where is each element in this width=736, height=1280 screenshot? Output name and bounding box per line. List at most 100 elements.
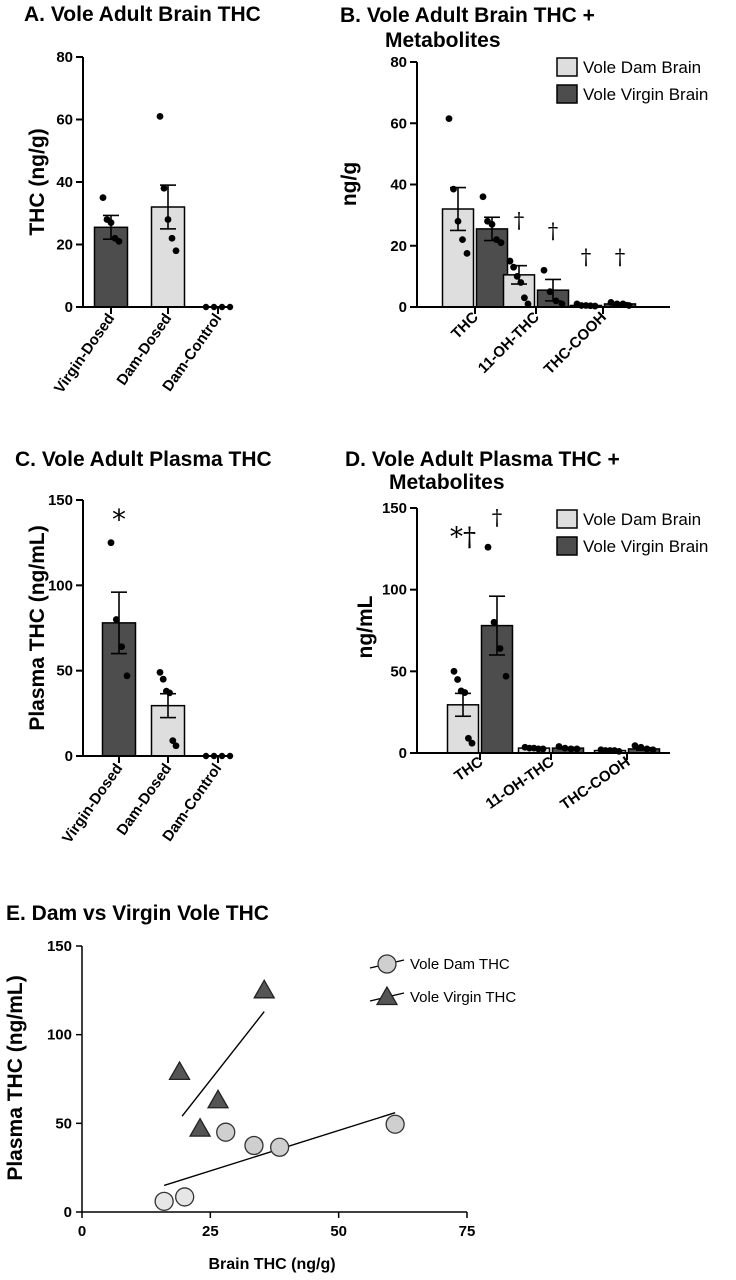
data-point xyxy=(540,266,548,274)
y-axis-label: ng/mL xyxy=(354,595,377,658)
data-point xyxy=(552,297,560,305)
legend-label: Vole Virgin THC xyxy=(410,989,516,1006)
data-point xyxy=(463,250,471,257)
data-point xyxy=(216,1122,236,1142)
panel-E: E. Dam vs Virgin Vole THC Plasma THC (ng/… xyxy=(4,902,516,1273)
y-tick-label: 100 xyxy=(47,1027,72,1044)
y-tick-label: 50 xyxy=(390,663,407,680)
y-axis-label: THC (ng/g) xyxy=(26,128,49,235)
significance-marker: *† xyxy=(450,523,476,553)
data-point xyxy=(445,115,453,123)
data-point xyxy=(539,745,547,753)
data-point xyxy=(244,1135,264,1156)
significance-marker: † xyxy=(581,245,592,269)
data-point xyxy=(454,217,462,225)
legend: Vole Dam Brain Vole Virgin Brain xyxy=(556,509,708,556)
panel-title: C. Vole Adult Plasma THC xyxy=(15,448,272,471)
data-point xyxy=(172,742,180,750)
legend-label: Vole Virgin Brain xyxy=(583,537,708,556)
legend-label: Vole Dam Brain xyxy=(583,58,701,77)
y-axis-label: Plasma THC (ng/mL) xyxy=(26,525,49,730)
data-point xyxy=(468,739,476,747)
data-point xyxy=(168,234,176,242)
data-point xyxy=(631,742,639,750)
data-point xyxy=(253,979,276,999)
y-tick-label: 100 xyxy=(382,582,407,599)
legend-marker xyxy=(377,954,397,974)
x-tick-label: 11-OH-THC xyxy=(483,753,558,812)
x-tick-label: 25 xyxy=(202,1223,219,1240)
panel-title: A. Vole Adult Brain THC xyxy=(24,3,261,26)
data-point xyxy=(107,219,115,227)
legend-label: Vole Virgin Brain xyxy=(583,85,708,104)
data-point xyxy=(567,745,575,753)
panel-title-line: Metabolites xyxy=(385,29,501,52)
data-point xyxy=(555,743,563,750)
x-axis-label: Brain THC (ng/g) xyxy=(208,1256,335,1273)
significance-marker: † xyxy=(492,505,503,529)
data-point xyxy=(561,744,569,752)
y-tick-label: 60 xyxy=(56,112,73,129)
data-point xyxy=(465,734,472,742)
data-point xyxy=(118,643,126,651)
data-point xyxy=(573,745,581,753)
data-point xyxy=(385,1114,405,1134)
legend-marker xyxy=(375,985,399,1006)
x-tick-label: 75 xyxy=(459,1223,476,1240)
y-tick-label: 20 xyxy=(390,238,407,255)
panel-title-line: B. Vole Adult Brain THC + xyxy=(340,4,595,27)
data-point xyxy=(488,220,496,228)
data-point xyxy=(479,193,487,201)
data-point xyxy=(107,539,115,547)
y-tick-label: 0 xyxy=(65,299,73,316)
x-tick-label: THC-COOH xyxy=(541,309,610,378)
data-point xyxy=(613,300,621,308)
data-point xyxy=(123,672,131,680)
data-point xyxy=(546,288,554,296)
y-tick-label: 150 xyxy=(382,500,407,517)
y-axis-label: Plasma THC (ng/mL) xyxy=(4,975,27,1180)
data-point xyxy=(643,745,651,753)
fit-line xyxy=(181,1011,265,1117)
data-point xyxy=(517,279,525,286)
data-point xyxy=(164,216,172,223)
data-point xyxy=(450,185,457,193)
y-tick-label: 150 xyxy=(47,938,72,955)
y-tick-label: 0 xyxy=(399,299,407,316)
legend-swatch xyxy=(556,536,578,556)
legend-label: Vole Dam THC xyxy=(410,956,510,973)
legend-swatch xyxy=(556,84,578,104)
data-point xyxy=(154,1191,174,1212)
panel-title-line: Metabolites xyxy=(389,471,505,494)
x-tick-label: THC xyxy=(451,753,486,785)
y-tick-label: 0 xyxy=(65,748,73,765)
data-point xyxy=(497,239,505,247)
data-point xyxy=(484,543,492,551)
significance-marker: † xyxy=(514,208,525,232)
data-point xyxy=(454,676,461,683)
data-point xyxy=(112,616,120,623)
data-point xyxy=(506,257,514,265)
data-point xyxy=(524,300,532,308)
legend-label: Vole Dam Brain xyxy=(583,510,701,529)
data-point xyxy=(115,237,123,245)
y-tick-label: 50 xyxy=(55,1115,72,1132)
data-point xyxy=(159,675,167,683)
data-point xyxy=(490,618,498,626)
x-tick-label: Virgin-Dosed xyxy=(59,761,126,847)
y-axis-label: ng/g xyxy=(338,162,361,206)
significance-marker: † xyxy=(615,245,626,269)
data-point xyxy=(99,194,107,202)
panel-title-line: D. Vole Adult Plasma THC + xyxy=(345,448,620,471)
x-tick-label: THC-COOH xyxy=(557,753,633,813)
data-point xyxy=(188,1117,212,1137)
data-point xyxy=(450,667,458,675)
panel-A: A. Vole Adult Brain THC THC (ng/g) 0 20 40 60… xyxy=(24,3,261,397)
legend: Vole Dam THC Vole Virgin THC xyxy=(369,954,516,1006)
y-tick-label: 100 xyxy=(48,577,73,594)
data-point xyxy=(459,236,466,244)
y-tick-label: 0 xyxy=(399,745,407,762)
y-tick-label: 0 xyxy=(64,1204,72,1221)
y-tick-label: 80 xyxy=(390,54,407,71)
